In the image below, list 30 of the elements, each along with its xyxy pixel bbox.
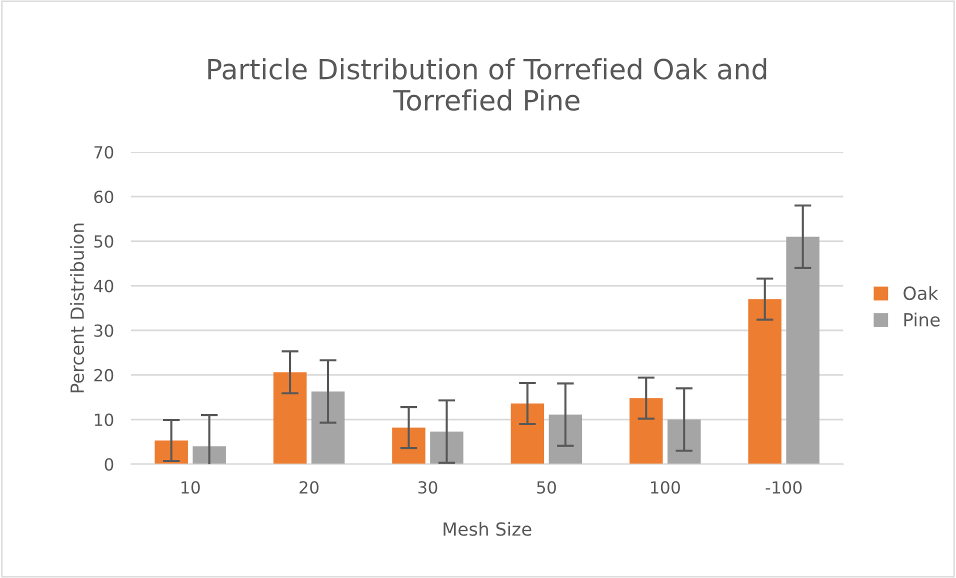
- bar: [668, 420, 701, 464]
- bar: [510, 403, 544, 464]
- y-tick-label: 30: [94, 324, 114, 337]
- chart-title: Particle Distribution of Torrefied Oak and Torrefied Pine: [208, 58, 766, 111]
- x-tick-label: 100: [651, 481, 680, 494]
- bar: [786, 236, 820, 464]
- x-tick-label: 30: [418, 481, 438, 494]
- bar: [392, 428, 426, 464]
- y-axis-title: Percent Distribuion: [70, 224, 84, 392]
- x-axis-title: Mesh Size: [444, 522, 532, 536]
- legend-label: Oak: [904, 286, 938, 300]
- bar: [748, 299, 782, 464]
- y-tick-label: 60: [94, 190, 114, 204]
- x-tick-label: -100: [766, 481, 802, 494]
- y-tick-label: 70: [94, 146, 114, 159]
- y-tick-label: 40: [94, 280, 114, 292]
- x-tick-label: 10: [182, 481, 200, 494]
- legend-label: Pine: [904, 312, 940, 327]
- y-tick-label: 50: [94, 235, 114, 248]
- y-tick-label: 10: [94, 414, 114, 426]
- bar: [154, 440, 188, 464]
- y-tick-label: 20: [94, 368, 114, 382]
- bar: [548, 414, 582, 464]
- bar: [273, 372, 307, 464]
- x-tick-label: 20: [300, 481, 319, 494]
- bar: [630, 398, 663, 464]
- y-tick-label: 0: [104, 458, 114, 471]
- x-tick-label: 50: [537, 481, 556, 494]
- bar: [192, 446, 226, 464]
- bar: [311, 391, 345, 464]
